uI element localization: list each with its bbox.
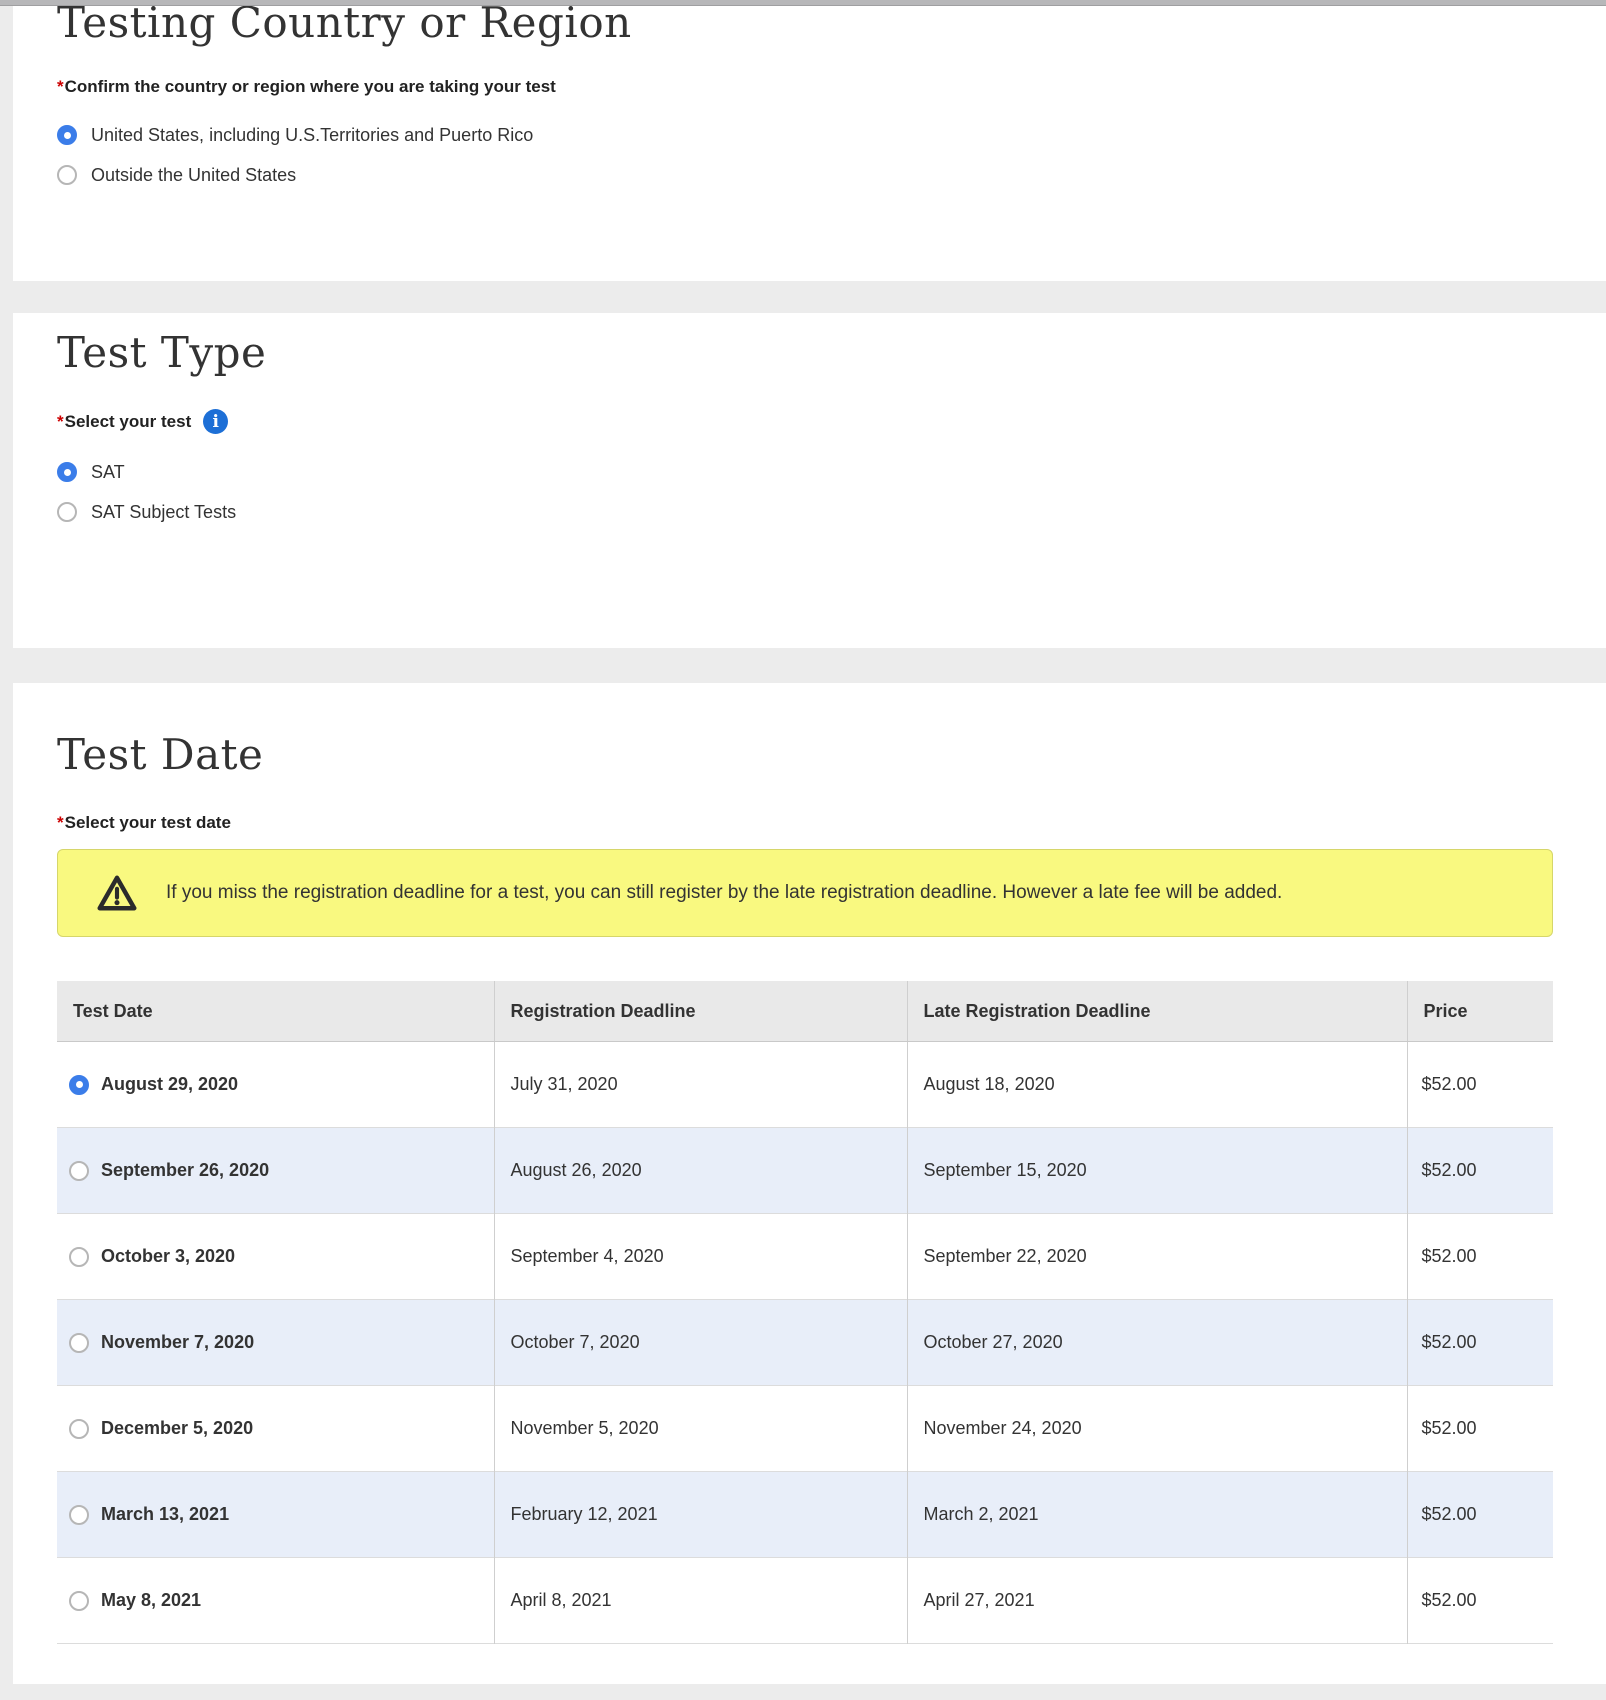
test-date-label: October 3, 2020 bbox=[101, 1246, 236, 1266]
table-row-december-5-2020[interactable]: December 5, 2020 November 5, 2020 Novemb… bbox=[57, 1385, 1553, 1472]
radio-icon[interactable] bbox=[69, 1504, 89, 1525]
test-date-table: Test Date Registration Deadline Late Reg… bbox=[57, 981, 1553, 1644]
late-registration-deadline-cell: August 18, 2020 bbox=[906, 1041, 1407, 1128]
test-type-field-label-text: Select your test bbox=[64, 411, 192, 431]
test-date-field-label-text: Select your test date bbox=[64, 813, 231, 832]
radio-option-united-states[interactable]: United States, including U.S.Territories… bbox=[57, 115, 1606, 155]
radio-option-sat-subject-tests[interactable]: SAT Subject Tests bbox=[57, 492, 1606, 532]
radio-icon[interactable] bbox=[57, 125, 77, 145]
section-test-date: Test Date * Select your test date If you… bbox=[13, 683, 1606, 1684]
price-cell: $52.00 bbox=[1406, 1299, 1553, 1386]
registration-deadline-cell: September 4, 2020 bbox=[493, 1213, 907, 1300]
radio-icon[interactable] bbox=[57, 165, 77, 185]
late-registration-deadline-cell: March 2, 2021 bbox=[906, 1471, 1407, 1558]
radio-icon[interactable] bbox=[57, 462, 77, 482]
radio-icon[interactable] bbox=[69, 1332, 89, 1353]
col-header-price: Price bbox=[1406, 981, 1553, 1042]
radio-icon[interactable] bbox=[69, 1160, 89, 1181]
radio-icon[interactable] bbox=[69, 1074, 89, 1095]
late-registration-warning-banner: If you miss the registration deadline fo… bbox=[57, 849, 1553, 937]
price-cell: $52.00 bbox=[1406, 1127, 1553, 1214]
radio-icon[interactable] bbox=[69, 1418, 89, 1439]
radio-icon[interactable] bbox=[57, 502, 77, 522]
table-row-november-7-2020[interactable]: November 7, 2020 October 7, 2020 October… bbox=[57, 1299, 1553, 1386]
price-cell: $52.00 bbox=[1406, 1385, 1553, 1472]
radio-option-sat[interactable]: SAT bbox=[57, 452, 1606, 492]
radio-option-label: United States, including U.S.Territories… bbox=[91, 124, 534, 145]
table-header-row: Test Date Registration Deadline Late Reg… bbox=[57, 981, 1553, 1042]
test-date-label: March 13, 2021 bbox=[101, 1504, 230, 1524]
price-cell: $52.00 bbox=[1406, 1557, 1553, 1644]
test-date-label: May 8, 2021 bbox=[101, 1590, 202, 1610]
late-registration-deadline-cell: October 27, 2020 bbox=[906, 1299, 1407, 1386]
country-options: United States, including U.S.Territories… bbox=[57, 115, 1606, 195]
col-header-registration-deadline: Registration Deadline bbox=[493, 981, 907, 1042]
price-cell: $52.00 bbox=[1406, 1213, 1553, 1300]
test-type-options: SAT SAT Subject Tests bbox=[57, 452, 1606, 532]
section-title-test-type: Test Type bbox=[57, 328, 267, 377]
section-testing-country: Testing Country or Region * Confirm the … bbox=[13, 6, 1606, 281]
section-title-testing-country: Testing Country or Region bbox=[57, 6, 632, 47]
registration-deadline-cell: August 26, 2020 bbox=[493, 1127, 907, 1214]
required-asterisk: * bbox=[57, 813, 64, 832]
table-row-october-3-2020[interactable]: October 3, 2020 September 4, 2020 Septem… bbox=[57, 1213, 1553, 1300]
registration-deadline-cell: October 7, 2020 bbox=[493, 1299, 907, 1386]
registration-deadline-cell: February 12, 2021 bbox=[493, 1471, 907, 1558]
warning-triangle-icon bbox=[97, 875, 137, 911]
test-date-label: November 7, 2020 bbox=[101, 1332, 255, 1352]
late-registration-deadline-cell: November 24, 2020 bbox=[906, 1385, 1407, 1472]
radio-icon[interactable] bbox=[69, 1246, 89, 1267]
top-divider-bar bbox=[0, 0, 1606, 6]
radio-icon[interactable] bbox=[69, 1590, 89, 1611]
price-cell: $52.00 bbox=[1406, 1471, 1553, 1558]
section-title-test-date: Test Date bbox=[57, 730, 264, 779]
col-header-late-registration-deadline: Late Registration Deadline bbox=[906, 981, 1407, 1042]
required-asterisk: * bbox=[57, 77, 64, 96]
test-date-label: August 29, 2020 bbox=[101, 1074, 239, 1094]
table-row-august-29-2020[interactable]: August 29, 2020 July 31, 2020 August 18,… bbox=[57, 1041, 1553, 1128]
required-asterisk: * bbox=[57, 411, 64, 431]
registration-deadline-cell: November 5, 2020 bbox=[493, 1385, 907, 1472]
registration-deadline-cell: July 31, 2020 bbox=[493, 1041, 907, 1128]
section-test-type: Test Type * Select your test i SAT SAT S… bbox=[13, 313, 1606, 648]
test-type-field-label: * Select your test i bbox=[57, 409, 1606, 434]
table-row-september-26-2020[interactable]: September 26, 2020 August 26, 2020 Septe… bbox=[57, 1127, 1553, 1214]
radio-option-label: SAT Subject Tests bbox=[91, 501, 237, 522]
radio-option-label: SAT bbox=[91, 461, 125, 482]
radio-option-label: Outside the United States bbox=[91, 164, 297, 185]
late-registration-deadline-cell: September 15, 2020 bbox=[906, 1127, 1407, 1214]
table-row-march-13-2021[interactable]: March 13, 2021 February 12, 2021 March 2… bbox=[57, 1471, 1553, 1558]
registration-deadline-cell: April 8, 2021 bbox=[493, 1557, 907, 1644]
country-field-label: * Confirm the country or region where yo… bbox=[57, 77, 1606, 97]
test-date-label: September 26, 2020 bbox=[101, 1160, 270, 1180]
test-date-label: December 5, 2020 bbox=[101, 1418, 254, 1438]
late-registration-deadline-cell: September 22, 2020 bbox=[906, 1213, 1407, 1300]
table-row-may-8-2021[interactable]: May 8, 2021 April 8, 2021 April 27, 2021… bbox=[57, 1557, 1553, 1644]
info-icon[interactable]: i bbox=[203, 409, 229, 434]
test-date-field-label: * Select your test date bbox=[57, 813, 1606, 833]
radio-option-outside-us[interactable]: Outside the United States bbox=[57, 155, 1606, 195]
late-registration-deadline-cell: April 27, 2021 bbox=[906, 1557, 1407, 1644]
warning-banner-text: If you miss the registration deadline fo… bbox=[166, 882, 1283, 903]
country-field-label-text: Confirm the country or region where you … bbox=[64, 77, 556, 96]
col-header-test-date: Test Date bbox=[57, 981, 494, 1042]
price-cell: $52.00 bbox=[1406, 1041, 1553, 1128]
